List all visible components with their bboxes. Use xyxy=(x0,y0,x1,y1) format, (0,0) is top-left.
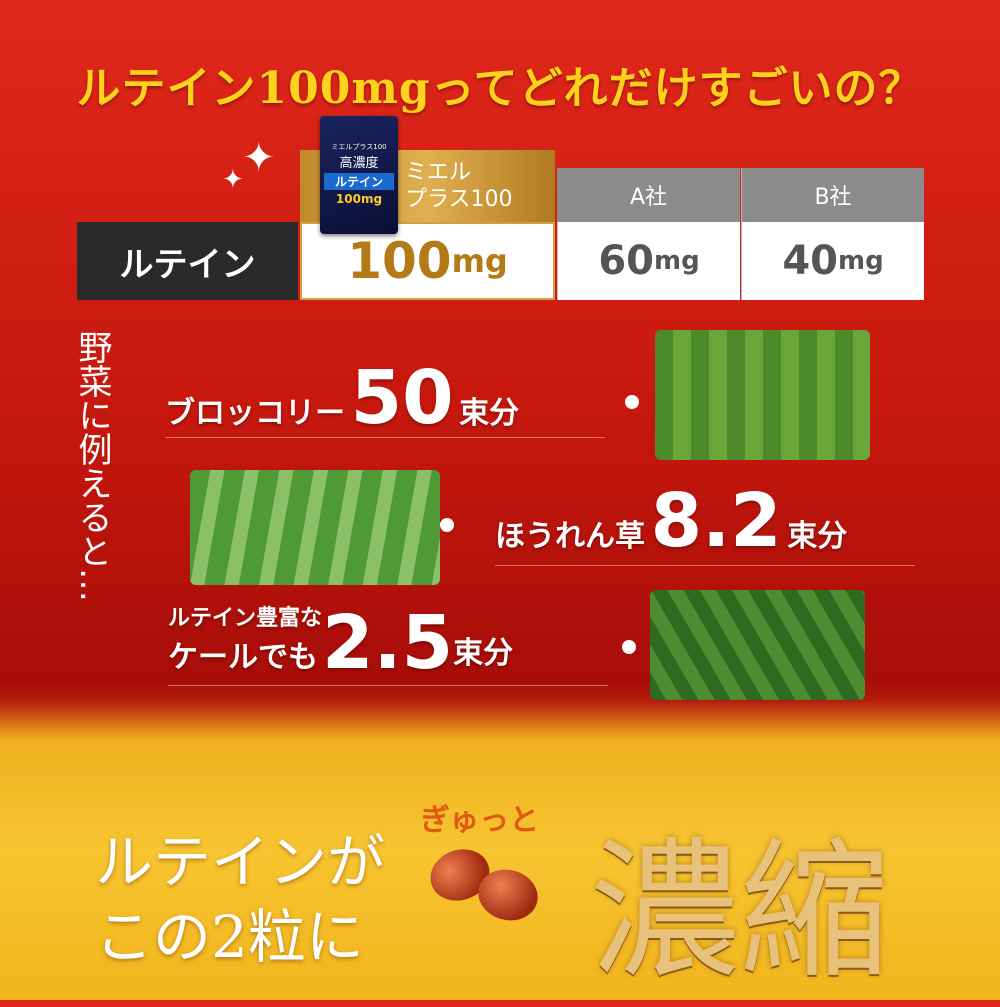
value-b: 40 mg xyxy=(741,222,924,300)
page-title: ルテイン100mgってどれだけすごいの？ xyxy=(76,63,924,114)
value-mielplus: 100 mg xyxy=(300,222,555,300)
value-a: 60 mg xyxy=(557,222,740,300)
veg-label: ケールでも xyxy=(168,640,318,675)
veg-number: 8.2 xyxy=(650,478,782,564)
headline: 濃縮 xyxy=(590,825,891,999)
sparkle-icon: ✦ xyxy=(242,135,276,181)
product-name-line1: ミエル xyxy=(405,160,472,185)
value-unit: mg xyxy=(653,246,700,276)
kale-comparison: ルテイン豊富な ケールでも 2.5 束分 xyxy=(168,600,513,686)
bullet-dot xyxy=(622,640,636,654)
divider xyxy=(168,685,608,686)
veg-suffix: 束分 xyxy=(453,636,514,671)
veg-number: 2.5 xyxy=(322,600,454,686)
spinach-comparison: ほうれん草 8.2 束分 xyxy=(495,478,847,564)
accent-text: ぎゅっと xyxy=(420,803,540,838)
side-caption: 野菜に例えると… xyxy=(72,330,112,602)
divider xyxy=(165,437,605,438)
package-text: ルテイン xyxy=(324,173,394,190)
broccoli-image xyxy=(655,330,870,460)
bottom-line2: この2粒に xyxy=(95,903,364,971)
veg-label: ほうれん草 xyxy=(495,519,645,554)
veg-label: ルテイン豊富な xyxy=(168,606,323,631)
row-label: ルテイン xyxy=(77,222,298,300)
value-unit: mg xyxy=(837,246,884,276)
value-number: 60 xyxy=(598,238,654,284)
sparkle-icon: ✦ xyxy=(222,165,244,195)
broccoli-comparison: ブロッコリー 50 束分 xyxy=(165,355,519,441)
spinach-image xyxy=(190,470,440,585)
kale-image xyxy=(650,590,865,700)
value-number: 100 xyxy=(347,232,452,290)
veg-suffix: 束分 xyxy=(787,519,848,554)
bottom-line1: ルテインが xyxy=(95,828,386,896)
value-unit: mg xyxy=(451,242,508,280)
divider xyxy=(495,565,915,566)
package-text: 100mg xyxy=(335,192,383,206)
product-package-image: ミエルプラス100 高濃度 ルテイン 100mg xyxy=(320,116,398,234)
veg-number: 50 xyxy=(350,355,454,441)
package-text: ミエルプラス100 xyxy=(331,143,387,151)
product-name-line2: プラス100 xyxy=(405,187,513,212)
column-header-a: A社 xyxy=(557,168,740,222)
veg-suffix: 束分 xyxy=(459,396,520,431)
column-header-b: B社 xyxy=(741,168,924,222)
bullet-dot xyxy=(625,395,639,409)
value-number: 40 xyxy=(782,238,838,284)
veg-label: ブロッコリー xyxy=(165,396,345,431)
bullet-dot xyxy=(440,518,454,532)
package-text: 高濃度 xyxy=(339,156,379,171)
